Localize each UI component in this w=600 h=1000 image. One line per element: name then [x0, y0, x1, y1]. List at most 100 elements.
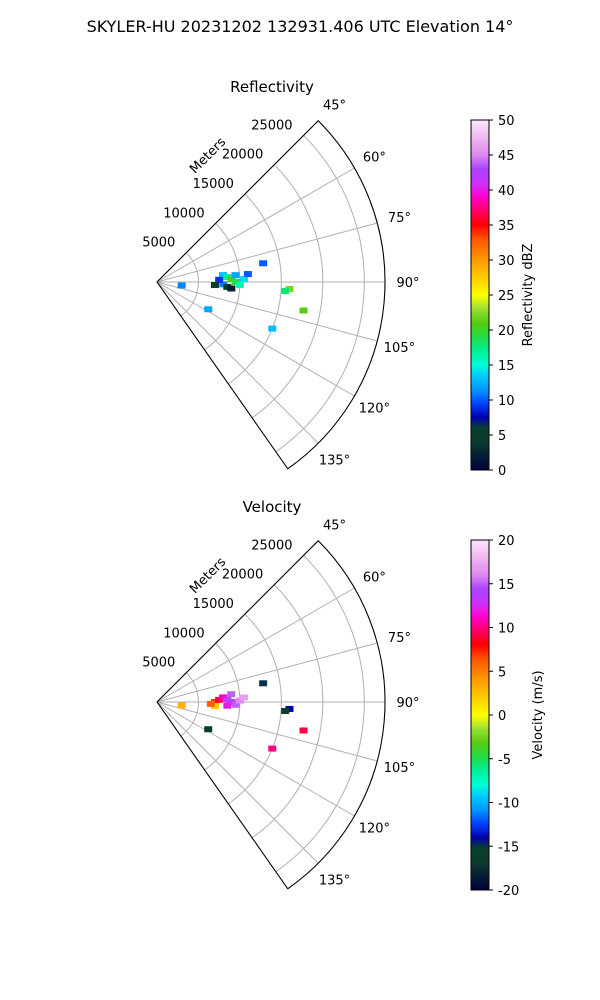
colorbar-tick-label: 10: [498, 622, 515, 637]
range-ring: [204, 643, 241, 771]
range-tick-label: 5000: [142, 236, 175, 251]
azimuth-gridline: [156, 701, 355, 817]
radar-echo: [259, 260, 268, 267]
radar-echo: [211, 699, 220, 705]
azimuth-tick-label: 105°: [384, 761, 415, 776]
velocity-panel: Velocity 45°60°75°90°105°120°135°5000100…: [142, 498, 546, 899]
radar-echo: [227, 276, 236, 283]
range-tick-label: 25000: [251, 538, 292, 553]
radar-echo: [281, 707, 290, 714]
colorbar-tick-label: 5: [498, 429, 506, 444]
azimuth-tick-label: 75°: [388, 631, 411, 646]
radar-echo: [268, 745, 277, 752]
range-tick-label: 20000: [222, 568, 263, 583]
azimuth-tick-label: 135°: [319, 873, 350, 888]
colorbar-tick-label: -15: [498, 840, 519, 855]
radar-echo: [281, 287, 290, 294]
range-tick-label: 20000: [222, 148, 263, 163]
azimuth-tick-label: 90°: [396, 276, 419, 291]
range-ring: [228, 613, 282, 805]
range-tick-label: 25000: [251, 118, 292, 133]
colorbar-tick-label: -20: [498, 884, 519, 899]
radar-echo: [285, 705, 294, 712]
range-tick-label: 10000: [163, 206, 204, 221]
azimuth-gridline: [156, 281, 378, 342]
azimuth-tick-label: 45°: [323, 99, 346, 114]
radar-echo: [227, 691, 236, 698]
radar-echo: [206, 700, 215, 707]
azimuth-gridline: [156, 701, 378, 762]
range-ring: [204, 223, 241, 351]
radar-echo: [223, 702, 232, 709]
colorbar-tick-label: 30: [498, 254, 515, 269]
colorbar-tick-label: 0: [498, 464, 506, 479]
azimuth-tick-label: 90°: [396, 696, 419, 711]
azimuth-gridline: [156, 587, 355, 703]
reflectivity-colorbar-label: Reflectivity dBZ: [521, 244, 536, 347]
radar-echo: [231, 701, 240, 708]
colorbar-gradient: [471, 540, 489, 890]
azimuth-gridline: [156, 281, 355, 397]
velocity-colorbar-label: Velocity (m/s): [531, 670, 546, 759]
colorbar-gradient: [471, 120, 489, 470]
azimuth-gridline: [156, 167, 355, 283]
radar-echo: [223, 274, 232, 281]
range-tick-label: 10000: [163, 626, 204, 641]
radar-echo: [210, 703, 219, 710]
radar-echo: [210, 282, 219, 289]
radar-echo: [177, 702, 186, 709]
range-ring: [180, 252, 199, 317]
radar-echo: [240, 275, 249, 282]
reflectivity-polar-plot: 45° 60° 75° 90° 105° 120° 135° 5000 10000 15000 20…: [142, 99, 420, 470]
colorbar-tick-label: 15: [498, 359, 515, 374]
azimuth-tick-label: 105°: [384, 341, 415, 356]
sector-frame: [156, 540, 386, 890]
range-ring: [180, 672, 199, 737]
colorbar-tick-label: -10: [498, 797, 519, 812]
radar-echo: [231, 279, 240, 285]
velocity-title: Velocity: [243, 498, 302, 516]
radar-echo: [204, 306, 213, 313]
azimuth-tick-label: 120°: [359, 822, 390, 837]
radar-echo: [227, 285, 236, 292]
azimuth-tick-label: 60°: [363, 151, 386, 166]
colorbar-tick-label: 0: [498, 709, 506, 724]
azimuth-tick-label: 75°: [388, 211, 411, 226]
radar-echo: [177, 282, 186, 289]
azimuth-tick-label: 135°: [319, 453, 350, 468]
radar-echo: [235, 281, 244, 288]
radar-echo: [239, 694, 248, 701]
radar-echo: [259, 680, 268, 687]
radar-echo: [268, 325, 277, 332]
azimuth-tick-label: 45°: [323, 519, 346, 534]
azimuth-tick-label: 60°: [363, 571, 386, 586]
radar-echo: [223, 283, 232, 290]
azimuth-gridline: [156, 281, 319, 444]
range-ring: [251, 584, 324, 839]
range-ring: [228, 193, 282, 385]
radar-echo: [223, 696, 232, 703]
radar-echo: [215, 276, 224, 283]
radar-echo: [215, 696, 224, 703]
colorbar-tick-label: 50: [498, 114, 515, 129]
radar-echo: [219, 694, 228, 701]
range-tick-label: 5000: [142, 656, 175, 671]
colorbar-tick-label: 25: [498, 289, 515, 304]
azimuth-gridline: [156, 642, 378, 703]
figure-suptitle: SKYLER-HU 20231202 132931.406 UTC Elevat…: [87, 17, 514, 36]
radar-echo: [235, 697, 244, 704]
reflectivity-panel: Reflectivity 45°60°75°90°105°120°135°500…: [142, 78, 536, 479]
range-ring: [251, 164, 324, 419]
range-ring: [275, 555, 365, 873]
reflectivity-colorbar: 0 5 10 15 20 25 30 35 40 45 50: [470, 114, 515, 479]
colorbar-tick-label: 5: [498, 665, 506, 680]
radar-echo: [219, 281, 228, 288]
radar-echo: [204, 726, 213, 733]
colorbar-tick-label: -5: [498, 753, 511, 768]
velocity-polar-plot: 45° 60° 75° 90° 105° 120° 135° 5000 10000 15000 20…: [142, 519, 420, 890]
reflectivity-title: Reflectivity: [230, 78, 314, 96]
azimuth-tick-label: 120°: [359, 402, 390, 417]
colorbar-tick-label: 20: [498, 324, 515, 339]
radar-echo: [243, 271, 252, 278]
